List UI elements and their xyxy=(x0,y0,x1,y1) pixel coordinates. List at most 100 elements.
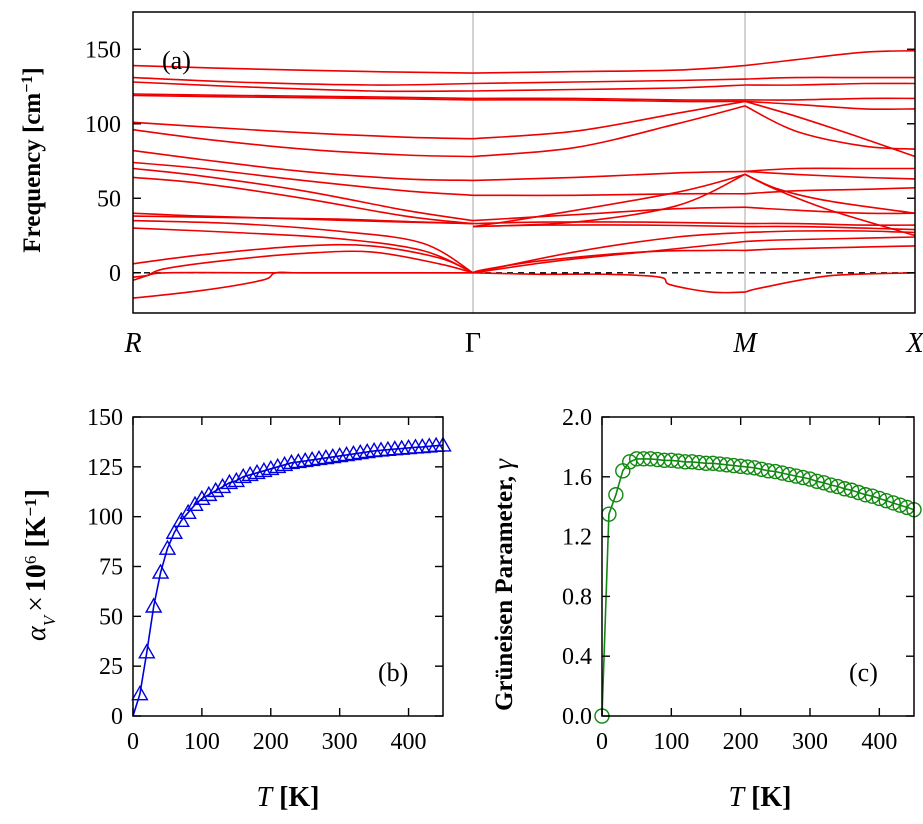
c-ticks: 0 100 200 300 400 0.0 0.4 0.8 1.2 1.6 2.0 xyxy=(562,405,914,755)
a-ytick-label: 50 xyxy=(97,186,121,212)
b-data-point xyxy=(255,461,273,478)
c-xtick-label: 200 xyxy=(723,729,759,755)
c-data-point xyxy=(608,487,624,503)
a-branch-3 xyxy=(132,250,474,281)
b-xtick-label: 200 xyxy=(253,729,289,755)
b-data-point xyxy=(227,471,246,488)
c-data-point xyxy=(871,490,888,507)
c-y-axis-label: Grüneisen Parameter, γ xyxy=(488,458,518,711)
c-data-point xyxy=(802,471,818,487)
c-ytick-label: 2.0 xyxy=(562,405,592,431)
a-ytick-label: 150 xyxy=(85,37,121,63)
b-data-point xyxy=(303,450,321,467)
c-data-point xyxy=(864,488,881,504)
a-branch-43 xyxy=(744,222,916,226)
a-branch-28 xyxy=(472,206,746,222)
b-data-point xyxy=(234,467,252,484)
c-x-axis-label: T [K] xyxy=(728,782,791,813)
a-branch-30 xyxy=(472,170,746,182)
b-data-point xyxy=(351,443,370,460)
b-data-point xyxy=(358,442,376,459)
b-data-point xyxy=(193,489,211,506)
b-data-point xyxy=(165,523,184,539)
a-axes-frame xyxy=(132,11,916,314)
b-data-point xyxy=(268,457,287,474)
c-xtick-label: 400 xyxy=(861,729,897,755)
b-data-point xyxy=(241,465,259,482)
c-data-point xyxy=(850,484,867,501)
a-branch-18 xyxy=(132,167,474,222)
a-branch-19 xyxy=(132,161,474,197)
c-data-point xyxy=(830,478,846,495)
c-data-point xyxy=(878,493,894,509)
a-branch-49 xyxy=(744,170,916,180)
a-branch-9 xyxy=(472,272,746,294)
b-data-point xyxy=(220,473,239,490)
a-branch-21 xyxy=(132,128,474,158)
c-data-point xyxy=(816,475,832,491)
b-data-point xyxy=(206,481,225,498)
b-data-point xyxy=(172,511,190,527)
b-ytick-label: 125 xyxy=(87,455,123,481)
a-branch-17 xyxy=(132,176,474,225)
c-xtick-label: 0 xyxy=(596,729,608,755)
b-xtick-label: 100 xyxy=(184,729,220,755)
a-high-symmetry-lines xyxy=(472,12,746,313)
a-branch-51 xyxy=(744,100,916,158)
a-kpoint-label: R xyxy=(123,328,141,359)
c-ytick-label: 0.0 xyxy=(562,704,592,730)
b-xtick-label: 300 xyxy=(322,729,358,755)
c-axes-frame xyxy=(601,416,915,717)
a-branch-25 xyxy=(132,81,474,93)
b-data-point xyxy=(138,643,156,659)
a-branch-8 xyxy=(472,240,746,274)
b-data-point xyxy=(296,451,314,468)
b-data-point xyxy=(151,563,170,579)
a-branch-40 xyxy=(744,236,916,243)
c-ytick-label: 0.4 xyxy=(562,644,592,670)
a-branch-4 xyxy=(132,243,474,274)
a-kpoint-label: Γ xyxy=(465,328,481,359)
a-branch-24 xyxy=(132,93,474,100)
a-branch-5 xyxy=(132,227,474,274)
a-branch-39 xyxy=(744,245,916,252)
c-data-point xyxy=(885,495,901,511)
c-data-point xyxy=(892,497,908,513)
a-branch-20 xyxy=(132,149,474,182)
b-data-point xyxy=(337,445,356,462)
c-data-point xyxy=(823,477,839,493)
c-data-point xyxy=(809,473,825,489)
a-ytick-label: 100 xyxy=(85,112,121,138)
a-branch-6 xyxy=(132,219,474,274)
a-branch-12 xyxy=(472,221,746,225)
a-branch-32 xyxy=(472,100,746,140)
b-ticks: 0 100 200 300 400 0 25 50 75 100 125 150 xyxy=(87,405,443,755)
a-kpoint-label: X xyxy=(905,328,923,359)
b-ytick-label: 150 xyxy=(87,405,123,431)
b-data-point xyxy=(179,503,197,520)
c-data-point xyxy=(857,487,874,503)
a-branch-46 xyxy=(744,173,916,214)
a-branch-23 xyxy=(132,94,474,101)
a-branch-36 xyxy=(472,78,746,85)
a-branch-27 xyxy=(132,64,474,74)
b-data-point xyxy=(200,485,218,502)
a-branch-33 xyxy=(472,99,746,103)
a-branch-7 xyxy=(472,249,746,274)
a-branch-26 xyxy=(132,76,474,86)
a-branch-48 xyxy=(744,167,915,173)
b-data-point xyxy=(289,452,308,469)
a-kpoint-label: M xyxy=(732,328,758,359)
a-y-ticks: 0 50 100 150 xyxy=(85,37,915,287)
a-branch-41 xyxy=(744,230,916,234)
b-data-point xyxy=(330,446,349,463)
c-ytick-label: 0.8 xyxy=(562,584,592,610)
b-ytick-label: 25 xyxy=(99,654,123,680)
c-data-point xyxy=(836,481,853,497)
b-data-point xyxy=(131,685,149,701)
c-ytick-label: 1.6 xyxy=(562,465,592,491)
a-branch-54 xyxy=(744,82,916,86)
b-data-point xyxy=(262,459,280,476)
